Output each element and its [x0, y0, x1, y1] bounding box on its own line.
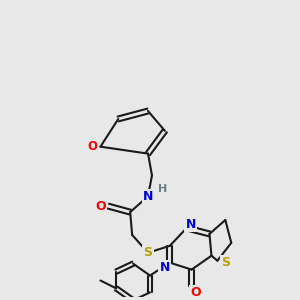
Text: S: S	[221, 256, 230, 269]
Text: O: O	[190, 286, 201, 299]
Text: S: S	[143, 246, 152, 259]
Text: O: O	[95, 200, 106, 213]
Text: O: O	[88, 140, 98, 153]
Text: H: H	[158, 184, 167, 194]
Text: N: N	[143, 190, 153, 203]
Text: N: N	[185, 218, 196, 230]
Text: N: N	[160, 261, 170, 274]
